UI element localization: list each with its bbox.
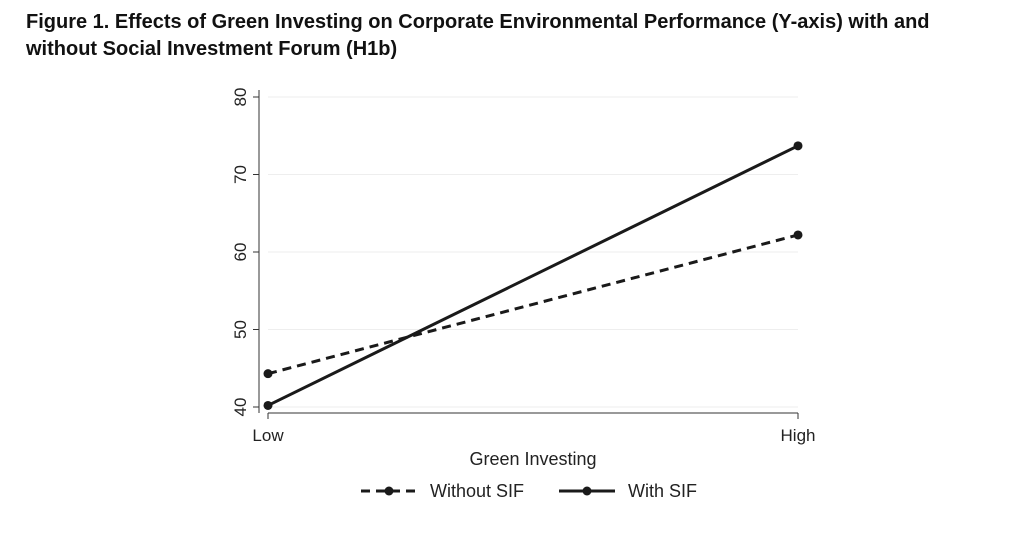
x-tick-label: High [781,426,816,445]
figure-title: Figure 1. Effects of Green Investing on … [26,11,930,60]
y-axis-ticks: 40 50 60 70 80 [231,88,259,417]
x-tick-label: Low [252,426,284,445]
series-layer [263,141,803,410]
legend-swatch-marker [384,486,394,496]
legend-label: With SIF [628,481,697,501]
data-point [263,400,273,410]
legend: Without SIF With SIF [361,481,697,501]
x-axis-ticks: Low High [252,413,815,445]
data-point [263,369,273,379]
y-tick-label: 40 [231,398,250,417]
legend-label: Without SIF [430,481,524,501]
y-tick-label: 50 [231,320,250,339]
data-point [793,230,803,240]
x-axis-title: Green Investing [469,449,596,469]
series-line-0 [267,233,799,376]
data-point [793,141,803,151]
y-tick-label: 80 [231,88,250,107]
series-line-1 [267,144,799,407]
y-tick-label: 70 [231,165,250,184]
legend-swatch-marker [582,486,592,496]
y-tick-label: 60 [231,243,250,262]
gridlines [268,96,798,408]
